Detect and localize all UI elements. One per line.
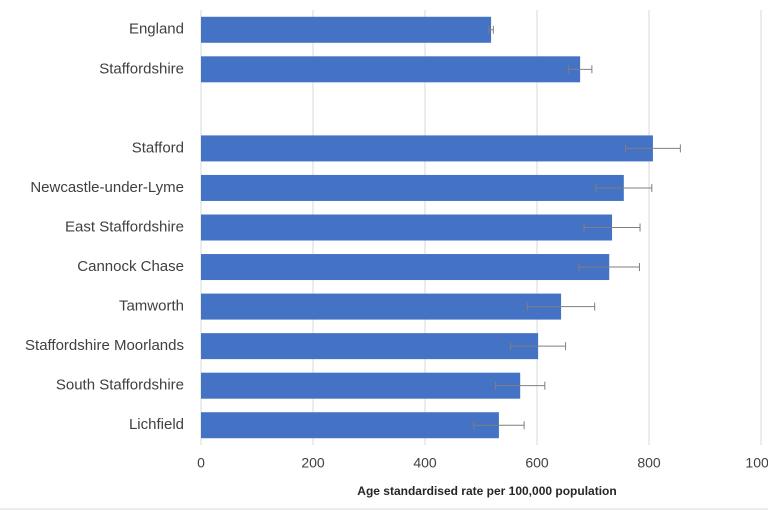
y-tick-label: Cannock Chase (77, 258, 184, 275)
bar (201, 333, 539, 360)
bar (201, 16, 492, 43)
error-bar (624, 144, 681, 153)
bar (201, 372, 521, 399)
error-bar (510, 342, 567, 351)
y-tick-label: Staffordshire Moorlands (25, 337, 184, 354)
y-tick-label: Tamworth (119, 298, 184, 315)
y-tick-label: Lichfield (129, 416, 184, 433)
y-tick-label: Staffordshire (99, 60, 184, 77)
x-tick-label: 0 (197, 455, 205, 471)
bar (201, 254, 610, 281)
bar (201, 293, 562, 320)
error-bar (567, 65, 593, 74)
bar (201, 412, 499, 439)
x-axis-label: Age standardised rate per 100,000 popula… (357, 484, 616, 498)
bar (201, 56, 581, 83)
y-tick-label: England (129, 21, 184, 38)
error-bar (488, 25, 494, 34)
error-bar (583, 223, 641, 232)
error-bar (526, 302, 596, 311)
x-tick-label: 200 (301, 455, 325, 471)
error-bar (495, 381, 546, 390)
y-tick-label: East Staffordshire (65, 218, 184, 235)
y-tick-label: Stafford (132, 139, 184, 156)
x-tick-label: 600 (525, 455, 549, 471)
error-bar (595, 183, 653, 192)
bar (201, 135, 653, 162)
error-bar (578, 263, 640, 272)
y-tick-label: South Staffordshire (56, 377, 184, 394)
x-tick-label: 1000 (745, 455, 768, 471)
x-tick-label: 400 (413, 455, 437, 471)
x-tick-label: 800 (637, 455, 661, 471)
bar (201, 174, 624, 201)
bar (201, 214, 613, 241)
error-bar (473, 421, 525, 430)
y-tick-label: Newcastle-under-Lyme (30, 179, 184, 196)
